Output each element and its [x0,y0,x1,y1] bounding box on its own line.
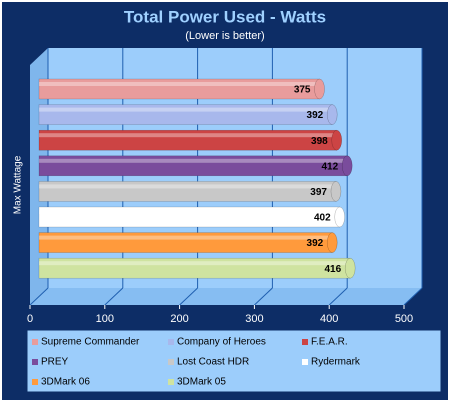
legend-label: Company of Heroes [177,337,266,348]
legend-swatch [32,359,38,365]
chart-title: Total Power Used - Watts [124,7,326,26]
data-label: 392 [307,238,324,249]
grid-line [29,287,49,306]
legend [26,329,442,393]
grid-line [179,287,198,306]
legend-items: Supreme Commander Company of Heroes F.E.A.… [32,337,361,388]
legend-swatch [168,379,174,385]
legend-label: 3DMark 05 [177,377,226,388]
bar-highlight [39,210,340,214]
legend-label: 3DMark 06 [41,377,90,388]
bar-cap [344,257,356,279]
grid-line [104,287,124,306]
grid-line [403,287,423,306]
x-tick-label: 500 [395,313,413,325]
bar-cap [341,155,353,177]
data-label: 375 [294,85,311,96]
legend-swatch [168,359,174,365]
legend-label: Lost Coast HDR [177,357,249,368]
category-label: Max Wattage [13,155,24,214]
data-label: 397 [310,187,327,198]
x-tick-label: 100 [96,313,114,325]
bar-highlight [39,184,336,189]
bar-cap [334,206,345,228]
bar-highlight [39,235,333,240]
data-label: 402 [314,213,331,224]
floor [30,288,422,305]
legend-label: Supreme Commander [41,337,140,348]
bar-cap [314,78,325,100]
bar-highlight [39,107,333,112]
bar-cap [330,181,342,202]
legend-swatch [302,359,308,365]
x-tick-label: 300 [245,313,263,325]
grid-line [254,287,273,306]
legend-swatch [32,379,38,385]
bars: 375 392 398 412 397 402 392 416 [38,78,356,279]
bar-highlight [39,82,320,86]
x-tick-label: 400 [320,313,338,325]
bar-cap [326,232,338,253]
legend-swatch [302,339,308,345]
data-label: 412 [321,161,338,172]
legend-swatch [32,339,38,345]
legend-label: F.E.A.R. [311,337,348,348]
bar-cap [331,129,342,151]
bar-highlight [39,158,348,163]
x-tick-label: 200 [170,313,188,325]
bar-highlight [39,261,351,266]
data-label: 416 [324,264,341,275]
data-label: 398 [311,136,328,147]
bar-highlight [39,133,337,138]
grid-line [328,287,348,306]
bar-cap [326,104,338,125]
chart-subtitle: (Lower is better) [185,30,264,42]
legend-label: Rydermark [311,357,361,368]
legend-swatch [168,339,174,345]
data-label: 392 [307,110,324,121]
x-tick-label: 0 [27,313,33,325]
legend-label: PREY [41,357,69,368]
